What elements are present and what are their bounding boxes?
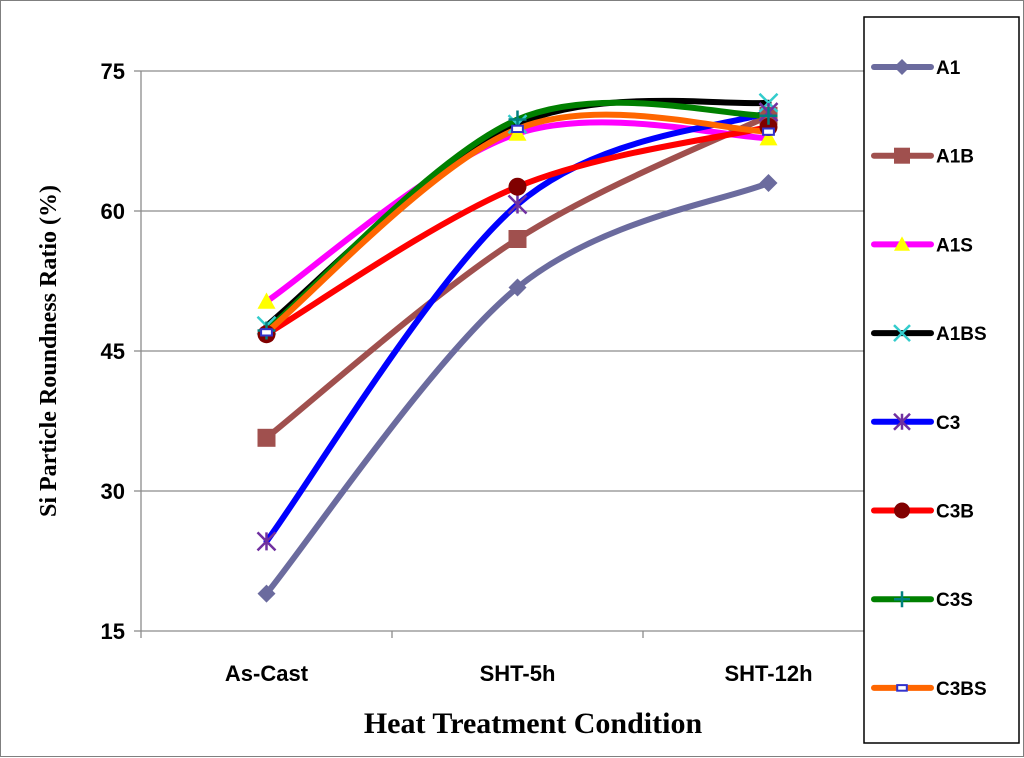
legend-marker-a1	[894, 59, 910, 75]
data-point-a1b	[508, 230, 527, 248]
legend-marker-a1b	[894, 147, 910, 164]
data-point-a1b	[257, 428, 276, 447]
legend-label-a1s: A1S	[936, 235, 973, 256]
data-point-a1	[508, 278, 527, 297]
y-tick-label: 60	[101, 199, 125, 224]
data-point-c3b	[508, 177, 527, 196]
legend-label-a1: A1	[936, 58, 961, 79]
series-line-a1	[263, 180, 772, 597]
x-axis-title: Heat Treatment Condition	[364, 707, 703, 740]
legend-marker-c3	[893, 412, 911, 431]
data-point-a1	[257, 584, 276, 603]
data-point-a1	[759, 174, 778, 192]
legend-marker-a1s	[894, 236, 910, 251]
legend-label-c3bs: C3BS	[936, 679, 987, 700]
x-tick-label: As-Cast	[225, 661, 309, 686]
legend-marker-c3s	[894, 591, 910, 608]
data-point-c3	[256, 531, 277, 552]
data-point-c3bs	[762, 127, 775, 136]
series-markers	[256, 92, 779, 603]
data-point-c3s	[759, 106, 778, 125]
y-tick-label: 30	[101, 479, 125, 504]
legend-marker-c3bs	[896, 684, 908, 692]
legend-label-c3: C3	[936, 413, 960, 434]
y-tick-label: 75	[101, 59, 125, 84]
legend-marker-a1bs	[893, 324, 911, 342]
x-tick-label: SHT-5h	[480, 661, 556, 686]
series-line-c3	[263, 109, 772, 545]
data-point-a1s	[257, 292, 276, 309]
series-line-a1b	[263, 112, 772, 441]
series-lines	[263, 97, 772, 597]
y-tick-label: 45	[101, 339, 125, 364]
legend-label-a1b: A1B	[936, 147, 974, 168]
x-tick-label: SHT-12h	[724, 661, 812, 686]
legend-label-a1bs: A1BS	[936, 324, 987, 345]
y-tick-label: 15	[101, 619, 125, 644]
legend-label-c3b: C3B	[936, 502, 974, 523]
legend-box	[863, 16, 1020, 744]
y-axis-title: Si Particle Roundness Ratio (%)	[36, 185, 62, 517]
legend-marker-c3b	[894, 502, 910, 519]
data-point-c3bs	[260, 328, 273, 337]
data-point-a1bs	[758, 92, 779, 113]
x-axis: As-Cast SHT-5h SHT-12h	[140, 630, 895, 686]
legend-label-c3s: C3S	[936, 590, 973, 611]
data-point-c3	[507, 194, 528, 215]
y-axis: 15 30 45 60 75	[101, 59, 142, 644]
legend: A1 A1B A1S A1BS C3 C3B C3S C3BS	[863, 16, 1020, 744]
data-point-c3bs	[511, 124, 524, 134]
data-point-a1s	[759, 129, 778, 146]
